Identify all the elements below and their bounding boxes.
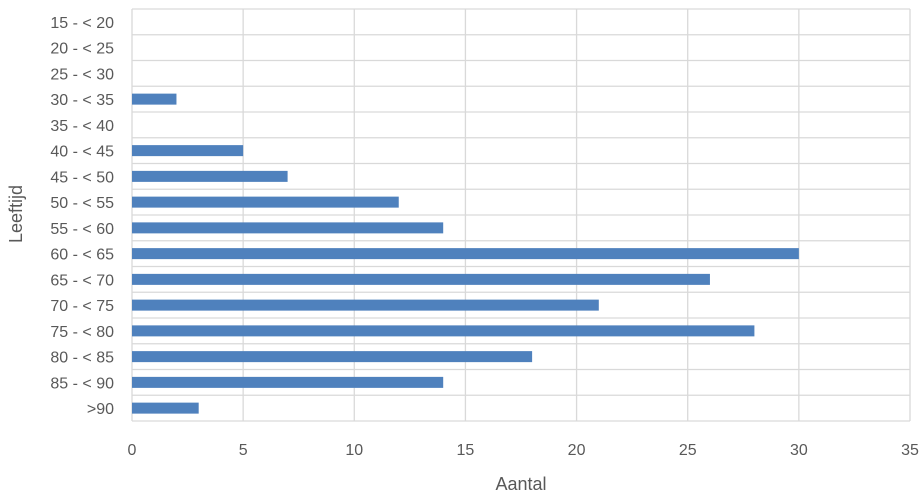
x-axis-title: Aantal (495, 474, 546, 492)
x-tick-label: 10 (345, 442, 363, 459)
bar (132, 145, 244, 157)
x-tick-label: 15 (457, 442, 475, 459)
bar (132, 376, 444, 388)
bar (132, 273, 710, 285)
bar (132, 248, 799, 260)
bar (132, 351, 533, 363)
x-tick-label: 20 (568, 442, 586, 459)
y-tick-label: 80 - < 85 (50, 350, 114, 367)
x-tick-label: 35 (901, 442, 919, 459)
y-tick-label: 65 - < 70 (50, 272, 114, 289)
y-tick-label: 25 - < 30 (50, 66, 114, 83)
bar (132, 325, 755, 337)
y-tick-label: 55 - < 60 (50, 221, 114, 238)
x-tick-labels: 0 5 10 15 20 25 30 35 (128, 442, 919, 459)
y-tick-label: 15 - < 20 (50, 15, 114, 32)
y-tick-label: 75 - < 80 (50, 324, 114, 341)
x-tick-label: 30 (790, 442, 808, 459)
bar (132, 299, 599, 311)
y-tick-label: 20 - < 25 (50, 41, 114, 58)
bar (132, 402, 199, 414)
y-tick-label: 60 - < 65 (50, 247, 114, 264)
y-tick-label: 50 - < 55 (50, 195, 114, 212)
gridlines (131, 8, 911, 422)
y-axis-title: Leeftijd (6, 185, 26, 243)
bar (132, 93, 177, 105)
y-tick-label: 40 - < 45 (50, 144, 114, 161)
y-tick-label: 45 - < 50 (50, 169, 114, 186)
y-tick-label: 70 - < 75 (50, 298, 114, 315)
bar (132, 222, 444, 234)
x-tick-label: 5 (239, 442, 248, 459)
x-tick-label: 0 (128, 442, 137, 459)
y-tick-label: 35 - < 40 (50, 118, 114, 135)
y-tick-label: 30 - < 35 (50, 92, 114, 109)
bar (132, 196, 399, 208)
y-tick-label: >90 (87, 401, 114, 418)
y-tick-labels: 15 - < 20 20 - < 25 25 - < 30 30 - < 35 35 -… (50, 15, 114, 418)
y-tick-label: 85 - < 90 (50, 375, 114, 392)
bars (132, 93, 799, 414)
x-tick-label: 25 (679, 442, 697, 459)
bar (132, 170, 288, 182)
